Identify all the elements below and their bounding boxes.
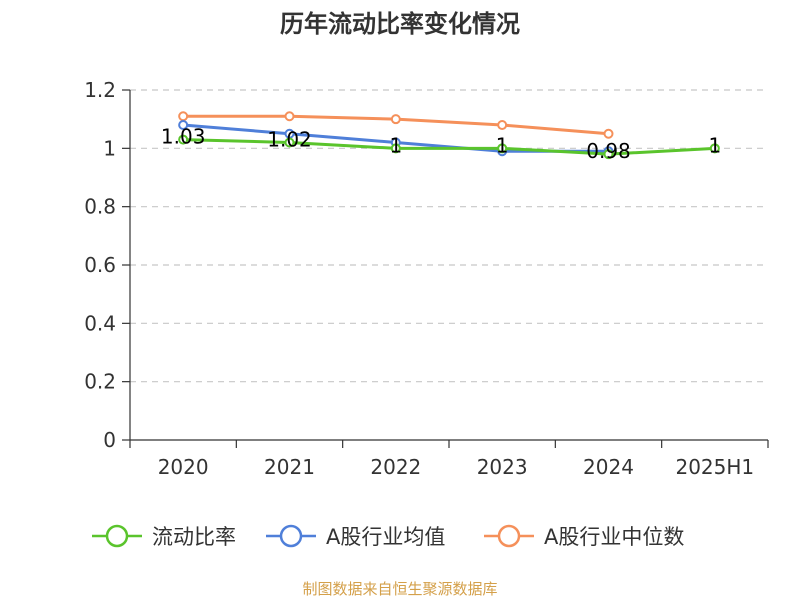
data-point: [284, 111, 295, 122]
x-tick-label: 2024: [583, 455, 634, 479]
y-tick-label: 0: [103, 428, 116, 452]
x-tick-label: 2023: [477, 455, 528, 479]
chart-title: 历年流动比率变化情况: [280, 10, 520, 38]
legend-item: A股行业均值: [266, 524, 445, 549]
data-point: [178, 120, 189, 130]
x-tick-label: 2025H1: [675, 455, 754, 479]
data-labels: 1.03 1.02 1 1 0.98 1: [161, 125, 721, 164]
y-tick-label: 1: [103, 136, 116, 160]
data-point: [603, 128, 614, 139]
legend-label: A股行业均值: [326, 525, 445, 549]
data-point: [390, 143, 401, 154]
source-note: 制图数据来自恒生聚源数据库: [302, 580, 498, 598]
data-point: [497, 120, 508, 130]
data-label: 1.03: [161, 125, 206, 149]
data-point: [603, 149, 614, 160]
gridlines: [130, 89, 768, 383]
data-label: 1.02: [267, 128, 312, 152]
y-tick-label: 1.2: [84, 78, 116, 102]
x-tick-label: 2022: [370, 455, 421, 479]
data-label: 1: [389, 133, 402, 157]
data-point: [497, 143, 508, 154]
data-point: [178, 111, 189, 122]
legend-marker-icon: [279, 524, 303, 548]
data-label: 1: [496, 133, 509, 157]
data-point: [284, 137, 295, 148]
legend-label: A股行业中位数: [544, 525, 684, 549]
axes: 0 0.2 0.4 0.6 0.8 1 1.2 2020 2021 2022 2023 2024 202…: [84, 78, 769, 479]
x-tick-label: 2021: [264, 455, 315, 479]
data-point: [709, 143, 720, 154]
legend-label: 流动比率: [152, 525, 236, 549]
data-point: [178, 134, 189, 145]
y-tick-label: 0.6: [84, 253, 116, 277]
legend-marker-icon: [105, 524, 129, 548]
legend: 流动比率 A股行业均值 A股行业中位数: [92, 524, 684, 549]
legend-marker-icon: [497, 524, 521, 548]
y-tick-label: 0.8: [84, 195, 116, 219]
series-lines: [178, 111, 720, 160]
data-label: 1: [708, 133, 721, 157]
legend-item: 流动比率: [92, 524, 236, 549]
y-tick-label: 0.2: [84, 370, 116, 394]
y-tick-label: 0.4: [84, 311, 116, 335]
legend-item: A股行业中位数: [484, 524, 684, 549]
series-line: [183, 138, 715, 156]
data-point: [390, 114, 401, 125]
x-tick-label: 2020: [158, 455, 209, 479]
data-label: 0.98: [586, 139, 631, 163]
